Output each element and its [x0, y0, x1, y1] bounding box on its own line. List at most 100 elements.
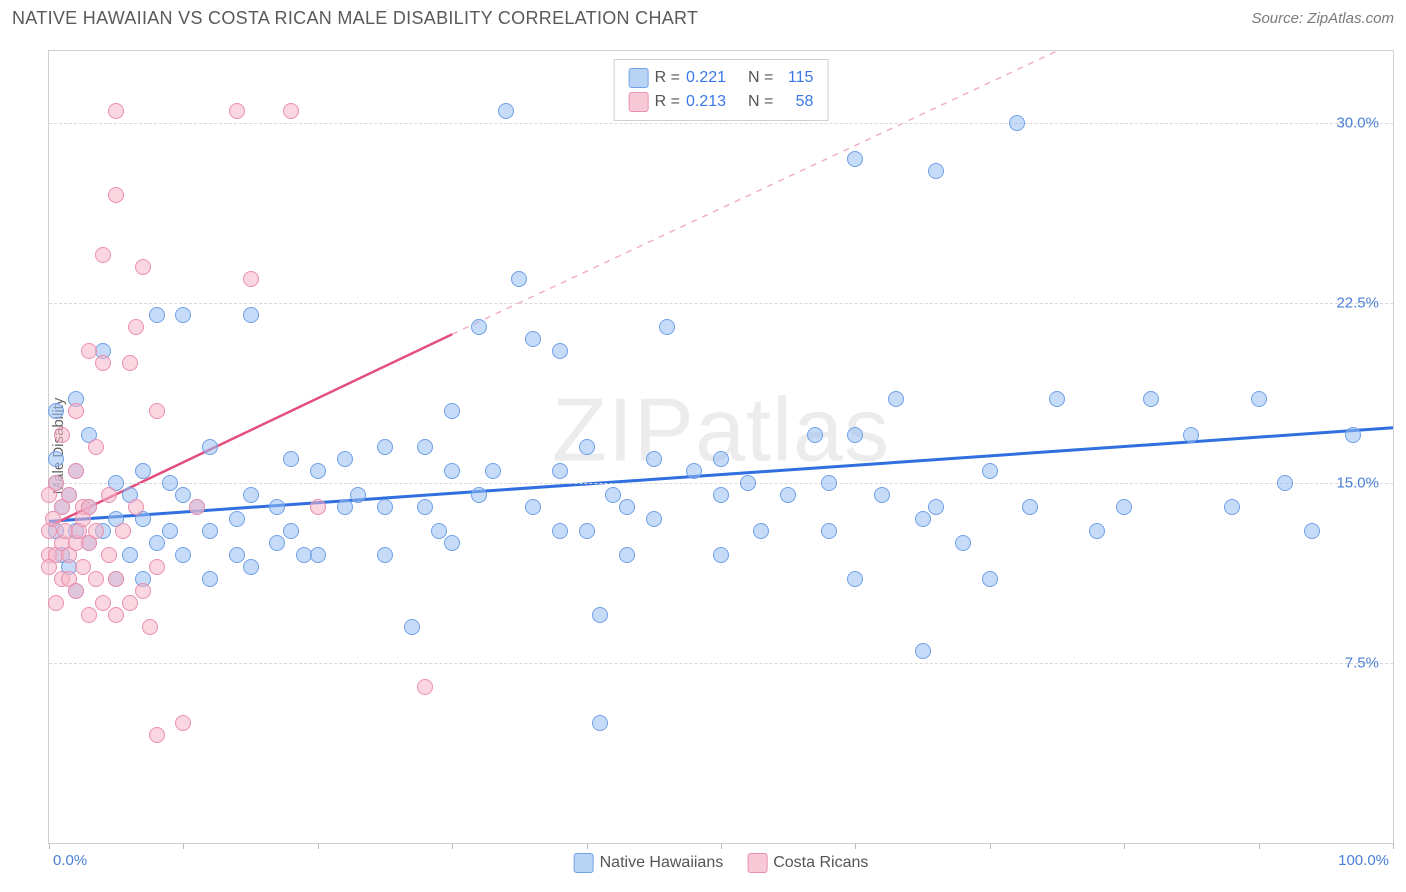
x-tick	[1124, 843, 1125, 849]
data-point	[646, 451, 662, 467]
data-point	[95, 595, 111, 611]
chart-title: NATIVE HAWAIIAN VS COSTA RICAN MALE DISA…	[12, 8, 698, 29]
data-point	[417, 499, 433, 515]
legend-r-label: R =	[655, 66, 680, 90]
data-point	[377, 439, 393, 455]
data-point	[88, 523, 104, 539]
data-point	[229, 103, 245, 119]
data-point	[149, 403, 165, 419]
data-point	[1022, 499, 1038, 515]
data-point	[821, 523, 837, 539]
data-point	[713, 487, 729, 503]
x-tick-label: 0.0%	[53, 852, 87, 869]
data-point	[1089, 523, 1105, 539]
gridline	[49, 663, 1393, 664]
data-point	[243, 307, 259, 323]
data-point	[202, 523, 218, 539]
data-point	[915, 511, 931, 527]
legend-row: R =0.213N =58	[629, 90, 814, 114]
data-point	[444, 403, 460, 419]
data-point	[619, 499, 635, 515]
legend-swatch	[574, 853, 594, 873]
data-point	[115, 523, 131, 539]
data-point	[982, 571, 998, 587]
x-tick	[452, 843, 453, 849]
data-point	[108, 187, 124, 203]
chart-header: NATIVE HAWAIIAN VS COSTA RICAN MALE DISA…	[0, 0, 1406, 35]
chart-container: ZIPatlas 7.5%15.0%22.5%30.0%0.0%100.0% R…	[48, 50, 1394, 844]
x-tick-label: 100.0%	[1338, 852, 1389, 869]
data-point	[592, 607, 608, 623]
legend-row: R =0.221N =115	[629, 66, 814, 90]
data-point	[713, 547, 729, 563]
data-point	[1345, 427, 1361, 443]
data-point	[61, 487, 77, 503]
data-point	[955, 535, 971, 551]
data-point	[175, 715, 191, 731]
data-point	[162, 475, 178, 491]
data-point	[128, 319, 144, 335]
data-point	[377, 499, 393, 515]
data-point	[431, 523, 447, 539]
legend-bottom: Native Hawaiians Costa Ricans	[574, 853, 869, 873]
data-point	[75, 559, 91, 575]
y-tick-label: 22.5%	[1336, 295, 1379, 312]
watermark: ZIPatlas	[552, 380, 890, 483]
x-tick	[990, 843, 991, 849]
data-point	[1251, 391, 1267, 407]
data-point	[471, 487, 487, 503]
data-point	[243, 559, 259, 575]
legend-label: Costa Ricans	[773, 854, 868, 871]
legend-n-value: 115	[779, 66, 813, 90]
data-point	[1116, 499, 1132, 515]
data-point	[552, 343, 568, 359]
y-tick-label: 7.5%	[1345, 655, 1379, 672]
data-point	[229, 547, 245, 563]
x-tick	[855, 843, 856, 849]
data-point	[659, 319, 675, 335]
data-point	[1304, 523, 1320, 539]
data-point	[740, 475, 756, 491]
x-tick	[1393, 843, 1394, 849]
y-tick-label: 15.0%	[1336, 475, 1379, 492]
x-tick	[49, 843, 50, 849]
data-point	[88, 571, 104, 587]
data-point	[68, 403, 84, 419]
data-point	[101, 487, 117, 503]
data-point	[821, 475, 837, 491]
data-point	[552, 463, 568, 479]
data-point	[417, 679, 433, 695]
data-point	[780, 487, 796, 503]
data-point	[149, 727, 165, 743]
data-point	[48, 595, 64, 611]
legend-top: R =0.221N =115R =0.213N =58	[614, 59, 829, 121]
legend-item: Native Hawaiians	[574, 853, 724, 873]
data-point	[485, 463, 501, 479]
data-point	[444, 535, 460, 551]
data-point	[847, 151, 863, 167]
data-point	[471, 319, 487, 335]
data-point	[122, 595, 138, 611]
data-point	[619, 547, 635, 563]
data-point	[525, 331, 541, 347]
data-point	[1277, 475, 1293, 491]
x-tick	[183, 843, 184, 849]
data-point	[874, 487, 890, 503]
data-point	[54, 427, 70, 443]
data-point	[417, 439, 433, 455]
data-point	[283, 523, 299, 539]
data-point	[592, 715, 608, 731]
data-point	[88, 439, 104, 455]
data-point	[149, 307, 165, 323]
data-point	[175, 487, 191, 503]
data-point	[982, 463, 998, 479]
legend-swatch	[629, 68, 649, 88]
data-point	[928, 163, 944, 179]
data-point	[189, 499, 205, 515]
data-point	[128, 499, 144, 515]
data-point	[149, 559, 165, 575]
legend-r-label: R =	[655, 90, 680, 114]
data-point	[269, 535, 285, 551]
data-point	[1224, 499, 1240, 515]
data-point	[135, 583, 151, 599]
